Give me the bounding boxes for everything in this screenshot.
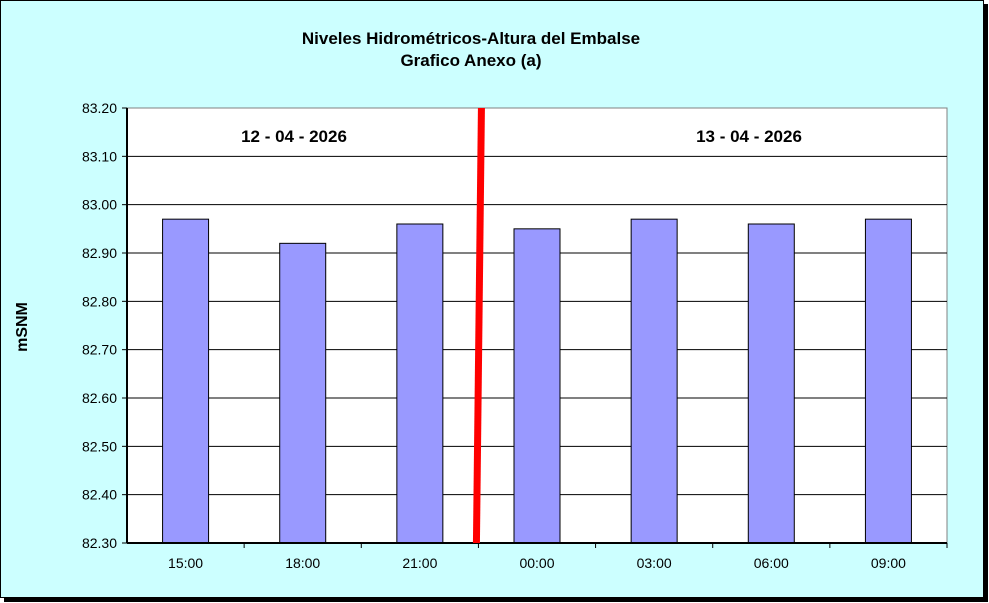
y-tick-label: 83.10	[82, 148, 117, 164]
bar-0000	[513, 228, 561, 544]
date-label-right: 13 - 04 - 2026	[696, 127, 802, 146]
y-tick-label: 82.40	[82, 487, 117, 503]
y-tick-label: 82.70	[82, 342, 117, 358]
bar-0300	[630, 218, 678, 544]
bar-2100	[396, 223, 444, 544]
x-tick-label: 03:00	[637, 555, 672, 571]
y-tick-label: 83.00	[82, 197, 117, 213]
y-tick-label: 82.50	[82, 438, 117, 454]
y-tick-label: 82.30	[82, 535, 117, 551]
y-tick-label: 82.60	[82, 390, 117, 406]
x-tick-label: 00:00	[519, 555, 554, 571]
x-tick-label: 09:00	[871, 555, 906, 571]
chart-title-block: Niveles Hidrométricos-Altura del Embalse…	[1, 28, 941, 72]
date-label-left: 12 - 04 - 2026	[241, 127, 347, 146]
bar-0600	[747, 223, 795, 544]
x-tick-label: 15:00	[168, 555, 203, 571]
y-tick-label: 82.90	[82, 245, 117, 261]
chart-title: Niveles Hidrométricos-Altura del Embalse	[301, 29, 641, 48]
x-tick-label: 21:00	[402, 555, 437, 571]
bar-1800	[279, 242, 327, 544]
bar-0900	[864, 218, 912, 544]
y-tick-label: 82.80	[82, 293, 117, 309]
date-divider-line	[472, 107, 485, 544]
chart-subtitle: Grafico Anexo (a)	[400, 51, 542, 70]
y-tick-label: 83.20	[82, 100, 117, 116]
bar-1500	[162, 218, 210, 544]
x-tick-label: 06:00	[754, 555, 789, 571]
x-tick-label: 18:00	[285, 555, 320, 571]
